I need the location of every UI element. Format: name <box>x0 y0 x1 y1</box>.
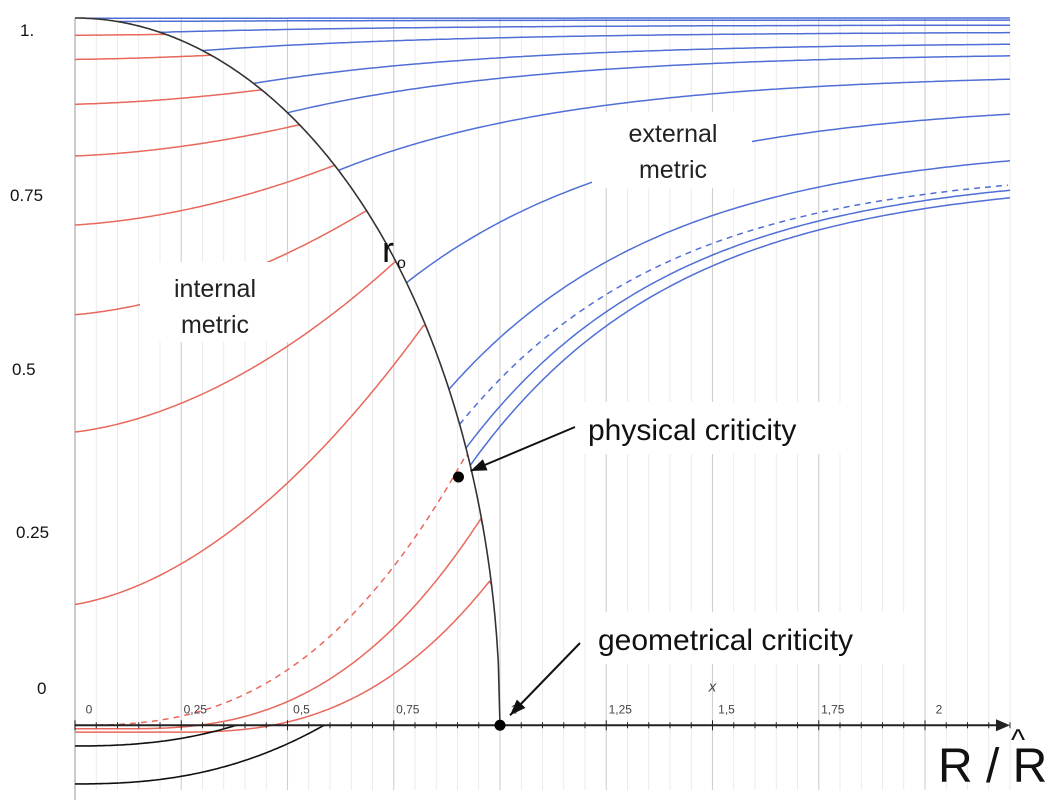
internal-curve <box>75 54 214 61</box>
label-backing <box>592 112 752 188</box>
physical-criticity-label: physical criticity <box>588 414 796 447</box>
internal-curve <box>74 33 167 37</box>
x-axis-arrow <box>996 719 1010 732</box>
geometrical-arrow-head <box>510 699 526 716</box>
x-tick-label: 0,25 <box>184 702 208 716</box>
x-tick-label: 1,75 <box>821 702 845 716</box>
labels: 00,250,50,7511,251,51,752x1.0.750.50.250… <box>10 21 1047 793</box>
physical-arrow-head <box>470 459 488 471</box>
y-tick-label: 0.75 <box>10 186 43 205</box>
external-label-1: external <box>629 120 718 148</box>
external-curve <box>287 55 1011 114</box>
critical-internal-curve <box>75 580 493 733</box>
x-tick-label: 2 <box>936 702 943 716</box>
external-curve <box>465 189 1011 449</box>
internal-curve <box>74 124 301 157</box>
critical-internal-curve <box>74 453 469 727</box>
axes <box>74 719 1011 732</box>
external-curve <box>253 43 1010 85</box>
label-backing <box>140 262 290 342</box>
geometrical-criticity-label: geometrical criticity <box>598 624 853 657</box>
boundary-label-subscript: o <box>397 255 406 272</box>
external-curve <box>117 19 1010 23</box>
x-axis-letter: x <box>708 678 717 695</box>
physical-arrow <box>470 426 576 472</box>
x-tick-label: 0 <box>86 702 93 716</box>
internal-curve <box>74 164 337 226</box>
boundary-curve <box>75 17 501 726</box>
x-tick-label: 1,25 <box>609 702 633 716</box>
external-curve <box>338 78 1011 171</box>
y-tick-label: 0.25 <box>16 523 49 542</box>
external-curve <box>469 197 1011 466</box>
external-label-2: metric <box>639 156 707 184</box>
x-axis-label-hat: ^ <box>1011 724 1025 757</box>
below-zero-curve <box>75 724 326 785</box>
y-tick-label: 0.5 <box>12 360 36 379</box>
internal-label-2: metric <box>181 311 249 339</box>
external-curve <box>159 24 1010 34</box>
x-tick-label: 0,75 <box>396 702 420 716</box>
internal-label-1: internal <box>174 275 256 303</box>
below-zero-curve <box>74 724 237 747</box>
external-curve <box>448 160 1011 390</box>
geometrical-critical-point <box>494 719 506 731</box>
label-backing <box>590 612 920 664</box>
physical-critical-point <box>452 471 464 483</box>
critical-internal-curve <box>75 516 484 730</box>
internal-curve <box>74 260 397 433</box>
label-backing <box>580 402 860 454</box>
internal-curve <box>74 324 426 606</box>
y-tick-label: 0 <box>37 679 46 698</box>
x-tick-label: 1,5 <box>718 702 735 716</box>
x-tick-label: 0,5 <box>293 702 310 716</box>
boundary-label: r <box>382 229 394 270</box>
internal-curve <box>74 89 263 106</box>
geometrical-arrow <box>509 642 581 716</box>
y-tick-label: 1. <box>20 21 34 40</box>
external-curve <box>202 31 1010 52</box>
x-axis-label: R / R <box>938 740 1047 793</box>
